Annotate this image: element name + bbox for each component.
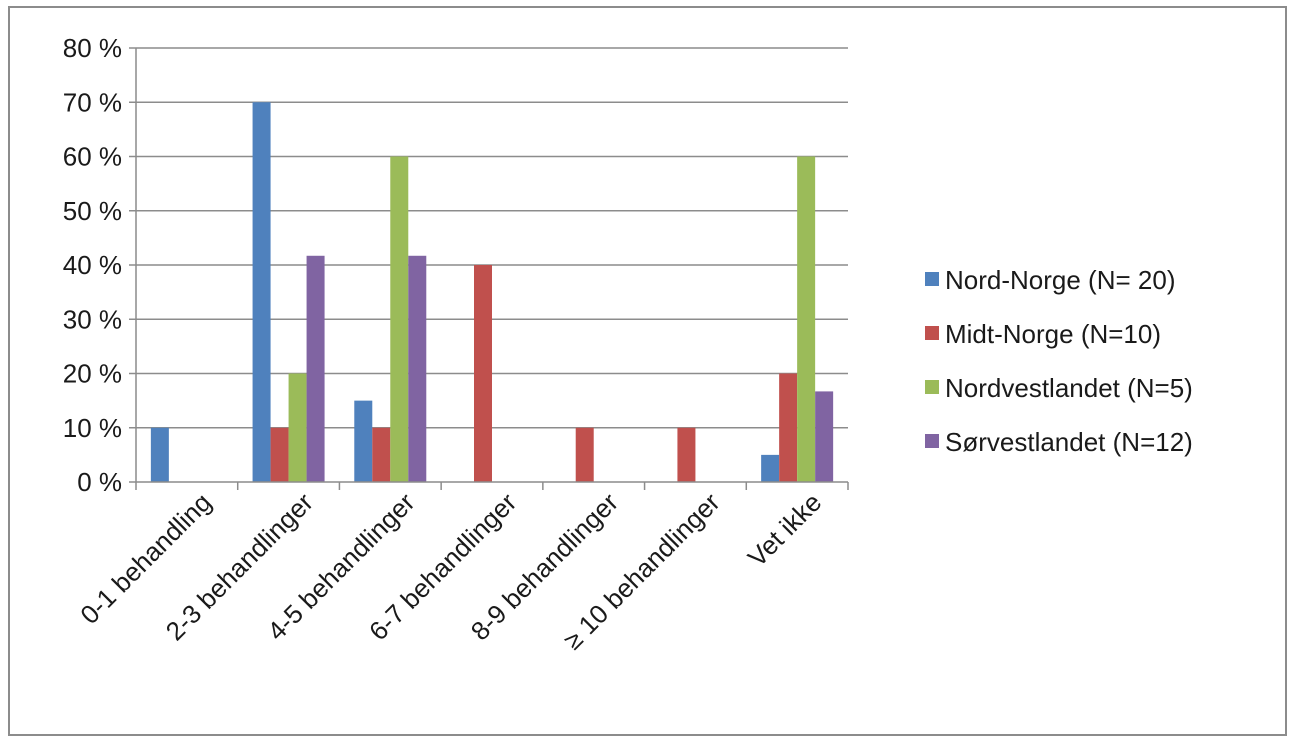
bar (761, 454, 780, 482)
y-tick-label: 0 % (77, 467, 122, 497)
bar-chart: 0 % 10 % 20 % 30 % 40 % 50 % 60 % 70 % 80 % 0-1 … (63, 33, 1193, 656)
bar (779, 373, 798, 482)
chart-frame: 0 % 10 % 20 % 30 % 40 % 50 % 60 % 70 % 80 % 0-1 … (8, 6, 1287, 736)
axes (129, 47, 849, 490)
legend: Nord-Norge (N= 20) Midt-Norge (N=10) Nordv… (925, 265, 1193, 457)
legend-swatch (925, 434, 939, 448)
bar (575, 427, 594, 482)
legend-swatch (925, 326, 939, 340)
category-label: Vet ikke (742, 487, 828, 573)
legend-swatch (925, 272, 939, 286)
bar (306, 255, 325, 482)
legend-entry: Nordvestlandet (N=5) (945, 373, 1193, 403)
legend-entry: Sørvestlandet (N=12) (945, 427, 1193, 457)
legend-entry: Nord-Norge (N= 20) (945, 265, 1175, 295)
y-tick-label: 50 % (63, 196, 122, 226)
bar (408, 255, 427, 482)
legend-swatch (925, 380, 939, 394)
y-tick-label: 10 % (63, 413, 122, 443)
y-tick-label: 60 % (63, 142, 122, 172)
bar (390, 156, 409, 482)
y-tick-label: 20 % (63, 359, 122, 389)
legend-entry: Midt-Norge (N=10) (945, 319, 1161, 349)
bar (797, 156, 816, 482)
y-tick-label: 70 % (63, 87, 122, 117)
bar (252, 102, 271, 482)
bar (677, 427, 696, 482)
y-tick-label: 30 % (63, 304, 122, 334)
y-tick-labels: 0 % 10 % 20 % 30 % 40 % 50 % 60 % 70 % 80 % (63, 33, 122, 497)
bar (474, 265, 492, 482)
bar (288, 373, 307, 482)
bar (372, 427, 391, 482)
bar (354, 400, 373, 482)
y-tick-label: 40 % (63, 250, 122, 280)
y-tick-label: 80 % (63, 33, 122, 63)
bar (150, 427, 169, 482)
bars (150, 102, 834, 482)
bar (815, 391, 834, 482)
bar (270, 427, 289, 482)
